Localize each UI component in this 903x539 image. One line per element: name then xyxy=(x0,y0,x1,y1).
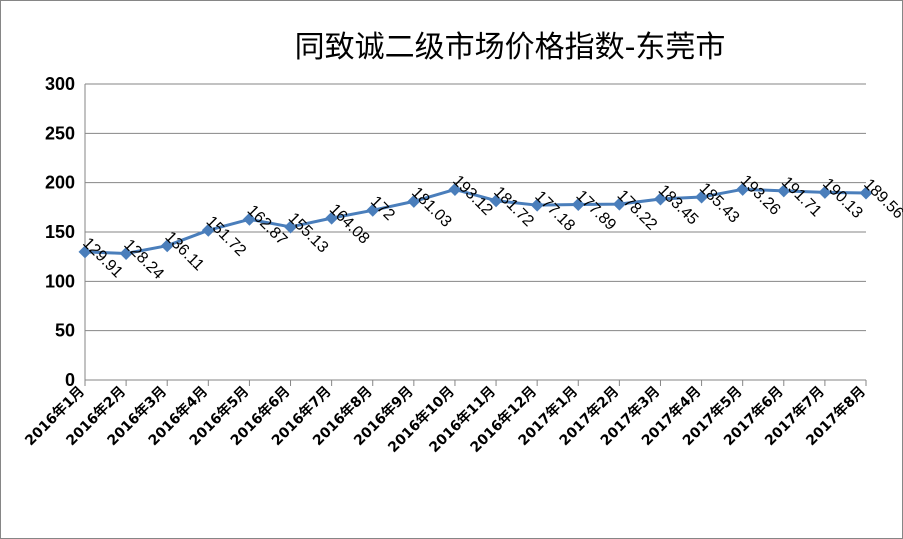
data-point xyxy=(736,182,750,196)
data-point xyxy=(119,246,133,260)
y-tick-label: 150 xyxy=(45,222,75,242)
data-point xyxy=(201,223,215,237)
data-point xyxy=(777,184,791,198)
data-label: 193.26 xyxy=(737,172,784,219)
data-point xyxy=(242,212,256,226)
y-tick-label: 0 xyxy=(65,370,75,390)
data-label: 178.22 xyxy=(614,187,661,234)
data-point xyxy=(284,220,298,234)
data-label: 183.45 xyxy=(655,182,702,229)
data-point xyxy=(407,194,421,208)
y-tick-label: 300 xyxy=(45,74,75,94)
data-label: 172 xyxy=(367,193,398,224)
data-point xyxy=(695,190,709,204)
data-point xyxy=(859,186,873,200)
data-label: 189.56 xyxy=(860,176,903,223)
data-point xyxy=(448,182,462,196)
data-label: 185.43 xyxy=(696,180,743,227)
chart-title: 同致诚二级市场价格指数-东莞市 xyxy=(294,30,726,65)
data-point xyxy=(571,197,585,211)
data-label: 155.13 xyxy=(285,210,332,257)
data-label: 193.12 xyxy=(449,172,496,219)
data-label: 177.18 xyxy=(531,188,578,235)
data-point xyxy=(530,198,544,212)
data-label: 177.89 xyxy=(572,187,619,234)
data-point xyxy=(160,239,174,253)
y-tick-label: 200 xyxy=(45,173,75,193)
data-point xyxy=(612,197,626,211)
y-tick-label: 250 xyxy=(45,123,75,143)
data-label: 129.91 xyxy=(79,235,126,282)
data-label: 136.11 xyxy=(161,229,207,275)
data-label: 181.72 xyxy=(490,184,537,231)
data-point xyxy=(489,194,503,208)
data-point xyxy=(78,245,92,259)
data-point xyxy=(366,203,380,217)
data-point xyxy=(653,192,667,206)
y-tick-label: 100 xyxy=(45,271,75,291)
data-point xyxy=(325,211,339,225)
series-line xyxy=(84,187,867,255)
data-label: 191.71 xyxy=(778,174,825,221)
data-label: 128.24 xyxy=(120,236,167,283)
y-tick-label: 50 xyxy=(55,321,75,341)
data-point xyxy=(818,185,832,199)
data-label: 164.08 xyxy=(326,201,373,248)
